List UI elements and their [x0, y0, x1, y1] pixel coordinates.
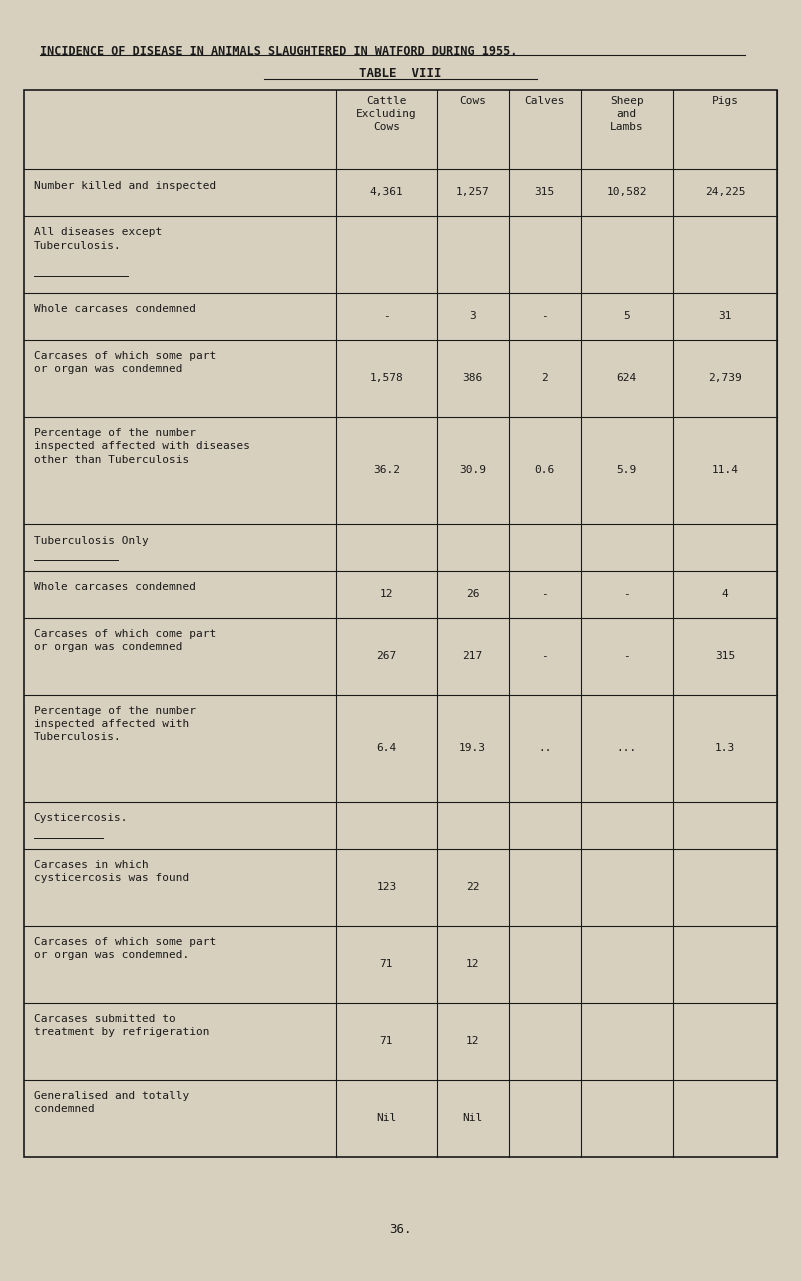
Text: 12: 12 — [466, 1036, 479, 1047]
Text: 4,361: 4,361 — [369, 187, 404, 197]
Text: -: - — [541, 589, 548, 600]
Text: 36.2: 36.2 — [373, 465, 400, 475]
Text: 386: 386 — [462, 373, 483, 383]
Text: Carcases of which come part
or organ was condemned: Carcases of which come part or organ was… — [34, 629, 216, 652]
Text: -: - — [623, 589, 630, 600]
Text: 1,578: 1,578 — [369, 373, 404, 383]
Text: Cattle
Excluding
Cows: Cattle Excluding Cows — [356, 96, 417, 132]
Text: Carcases of which some part
or organ was condemned.: Carcases of which some part or organ was… — [34, 938, 216, 961]
Text: Sheep
and
Lambs: Sheep and Lambs — [610, 96, 644, 132]
Text: Calves: Calves — [525, 96, 565, 106]
Text: Carcases in which
cysticercosis was found: Carcases in which cysticercosis was foun… — [34, 860, 189, 884]
Text: 2,739: 2,739 — [708, 373, 742, 383]
Text: 267: 267 — [376, 651, 396, 661]
Text: TABLE  VIII: TABLE VIII — [360, 67, 441, 79]
Text: -: - — [541, 651, 548, 661]
Text: 31: 31 — [718, 311, 731, 322]
Text: All diseases except
Tuberculosis.: All diseases except Tuberculosis. — [34, 228, 162, 251]
Text: 315: 315 — [534, 187, 555, 197]
Text: 10,582: 10,582 — [606, 187, 647, 197]
Text: Percentage of the number
inspected affected with
Tuberculosis.: Percentage of the number inspected affec… — [34, 706, 195, 743]
Text: Cows: Cows — [459, 96, 486, 106]
Text: 19.3: 19.3 — [459, 743, 486, 753]
Text: Nil: Nil — [462, 1113, 483, 1123]
Text: -: - — [541, 311, 548, 322]
Text: 123: 123 — [376, 883, 396, 892]
Text: Tuberculosis Only: Tuberculosis Only — [34, 535, 148, 546]
Text: Pigs: Pigs — [711, 96, 739, 106]
Text: INCIDENCE OF DISEASE IN ANIMALS SLAUGHTERED IN WATFORD DURING 1955.: INCIDENCE OF DISEASE IN ANIMALS SLAUGHTE… — [40, 45, 517, 58]
Text: 315: 315 — [714, 651, 735, 661]
Text: 5: 5 — [623, 311, 630, 322]
Text: Percentage of the number
inspected affected with diseases
other than Tuberculosi: Percentage of the number inspected affec… — [34, 428, 250, 465]
Text: 1.3: 1.3 — [714, 743, 735, 753]
Text: 624: 624 — [617, 373, 637, 383]
Text: 4: 4 — [722, 589, 728, 600]
Text: 30.9: 30.9 — [459, 465, 486, 475]
Text: -: - — [383, 311, 390, 322]
Text: Generalised and totally
condemned: Generalised and totally condemned — [34, 1091, 189, 1114]
Text: Cysticercosis.: Cysticercosis. — [34, 813, 128, 824]
Text: 71: 71 — [380, 959, 393, 970]
Text: Carcases of which some part
or organ was condemned: Carcases of which some part or organ was… — [34, 351, 216, 374]
Text: Number killed and inspected: Number killed and inspected — [34, 181, 216, 191]
Text: 36.: 36. — [389, 1223, 412, 1236]
Text: 2: 2 — [541, 373, 548, 383]
Text: 3: 3 — [469, 311, 476, 322]
Text: 26: 26 — [466, 589, 479, 600]
Text: 6.4: 6.4 — [376, 743, 396, 753]
Text: Nil: Nil — [376, 1113, 396, 1123]
Text: 11.4: 11.4 — [711, 465, 739, 475]
Bar — [24, 90, 777, 1157]
Text: -: - — [623, 651, 630, 661]
Text: 217: 217 — [462, 651, 483, 661]
Text: ..: .. — [538, 743, 551, 753]
Text: Carcases submitted to
treatment by refrigeration: Carcases submitted to treatment by refri… — [34, 1015, 209, 1038]
Text: 1,257: 1,257 — [456, 187, 489, 197]
Text: ...: ... — [617, 743, 637, 753]
Text: 22: 22 — [466, 883, 479, 892]
Text: 12: 12 — [380, 589, 393, 600]
Text: 0.6: 0.6 — [534, 465, 555, 475]
Text: 71: 71 — [380, 1036, 393, 1047]
Text: Whole carcases condemned: Whole carcases condemned — [34, 305, 195, 314]
Text: Whole carcases condemned: Whole carcases condemned — [34, 583, 195, 592]
Text: 24,225: 24,225 — [705, 187, 745, 197]
Text: 12: 12 — [466, 959, 479, 970]
Text: 5.9: 5.9 — [617, 465, 637, 475]
